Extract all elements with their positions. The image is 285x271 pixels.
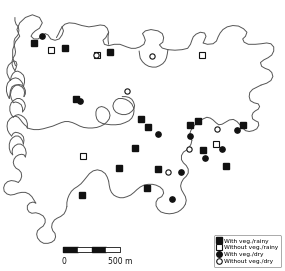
Text: 500 m: 500 m <box>108 257 132 266</box>
Legend: With veg./rainy, Without veg./rainy, With veg./dry, Without veg./dry: With veg./rainy, Without veg./rainy, Wit… <box>214 235 281 267</box>
Text: 0: 0 <box>61 257 66 266</box>
